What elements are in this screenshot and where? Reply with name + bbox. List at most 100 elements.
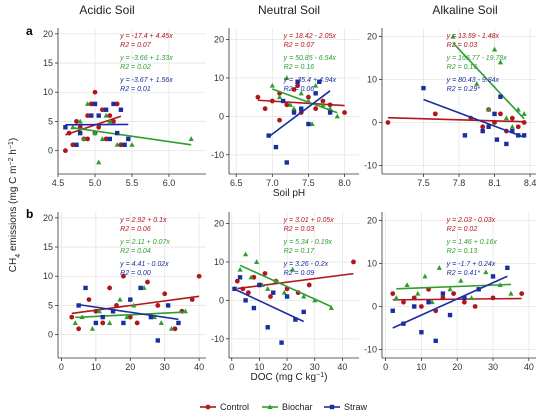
point-control [480,124,486,130]
point-biochar [509,123,515,129]
x-tick-label: 7.5 [417,178,430,188]
r2-biochar: R2 = 0.13 [447,248,478,255]
x-axis-label-doc: DOC (mg C kg−1) [251,372,328,384]
equation-biochar: y = 1.46 + 0.16x [446,239,498,246]
point-control [262,271,268,276]
row-letter-b: b [26,207,33,221]
point-straw [232,286,237,292]
point-biochar [491,46,498,52]
point-control [120,273,126,279]
point-control [277,117,282,123]
equation-control: y = 3.01 + 0.05x [283,217,335,224]
point-control [385,120,391,125]
equation-straw: y = 3.26 - 0.2x [283,261,329,268]
x-tick-label: 40 [524,362,534,372]
point-control [145,279,150,285]
point-biochar [436,265,442,270]
point-control [111,119,116,124]
x-tick-label: 10 [254,362,264,372]
point-straw [83,285,88,291]
point-biochar [99,136,105,141]
y-tick-label: 0 [48,146,53,156]
row-letter-a: a [26,24,33,38]
series-biochar: y = 166.77 - 19.78x R2 = 0.16 [446,33,527,129]
point-straw [121,320,126,326]
point-biochar [107,320,113,325]
y-tick-label: -10 [211,334,224,344]
regression-line-control [71,295,200,315]
x-tick-label: 6.5 [230,178,243,188]
point-biochar [117,296,123,302]
point-control [107,285,113,291]
equation-straw: y = 80.43 - 9.84x [446,77,500,84]
series-biochar: y = 5.34 - 0.19x R2 = 0.17 [237,239,334,311]
point-biochar [287,102,293,107]
point-straw [165,303,171,308]
point-biochar [276,94,283,100]
point-control [86,297,92,302]
y-tick-label: 10 [367,75,377,85]
equation-straw: y = -3.67 + 1.56x [119,77,173,84]
point-straw [111,101,116,107]
regression-line-biochar [72,127,192,146]
point-straw [505,265,510,271]
point-control [515,124,521,130]
point-control [472,304,478,309]
point-biochar [188,136,194,141]
regression-line-biochar [75,311,186,319]
point-straw [122,142,127,147]
point-straw [421,85,426,91]
point-straw [96,113,101,118]
point-control [92,89,98,95]
point-straw [498,94,503,99]
point-straw [293,317,298,322]
legend-item-control: Control [200,402,249,412]
y-tick-label: 20 [367,216,377,226]
point-straw [426,299,431,305]
point-straw [284,294,290,299]
legend-label: Straw [344,402,368,412]
point-biochar [242,251,249,257]
point-control [85,113,90,118]
r2-control: R2 = 0.03 [284,226,315,233]
series-straw: y = 4.41 - 0.02x R2 = 0.00 [76,261,181,343]
point-straw [284,160,289,165]
point-straw [299,106,304,111]
point-control [451,291,457,296]
point-biochar [89,326,96,331]
point-straw [412,304,417,309]
y-tick-label: 5 [48,116,53,126]
equation-straw: y = -35.4 + 4.94x [283,77,337,84]
x-tick-label: 30 [310,362,320,372]
point-biochar [158,320,164,325]
point-biochar [254,259,260,264]
y-tick-label: 20 [367,32,377,42]
legend-marker [205,404,211,410]
series-control: y = 3.01 + 0.05x R2 = 0.03 [234,217,356,299]
point-straw [115,130,120,136]
y-tick-label: 20 [43,29,53,39]
equation-biochar: y = 166.77 - 19.78x [446,55,508,62]
panel-b-3: -10 0 10 20 0 10 20 30 40 y = 2.03 - 0.03x R2 = 0.… [364,212,536,372]
point-control [268,294,273,299]
x-tick-label: 7.0 [266,178,279,188]
point-control [63,148,68,154]
regression-line-control [65,115,122,136]
point-biochar [447,286,453,292]
panel-b-2: -10 0 10 20 0 10 20 30 40 y = 3.01 + 0.05x R2 = 0.… [211,212,359,372]
x-tick-label: 0 [229,362,234,372]
point-control [96,124,102,130]
regression-line-straw [392,275,508,329]
series-straw: y = 80.43 - 9.84x R2 = 0.29* [421,77,527,147]
series-biochar: y = -3.66 + 1.33x R2 = 0.02 [70,55,194,165]
y-tick-label: 0 [48,330,53,340]
regression-line-control [387,116,525,123]
point-biochar [404,282,410,287]
y-tick-label: 10 [43,271,53,281]
regression-line-straw [234,288,305,323]
x-tick-label: 0 [59,362,64,372]
y-tick-label: 20 [214,35,224,45]
r2-biochar: R2 = 0.16 [284,64,315,71]
point-biochar [114,142,120,147]
point-straw [390,308,395,313]
